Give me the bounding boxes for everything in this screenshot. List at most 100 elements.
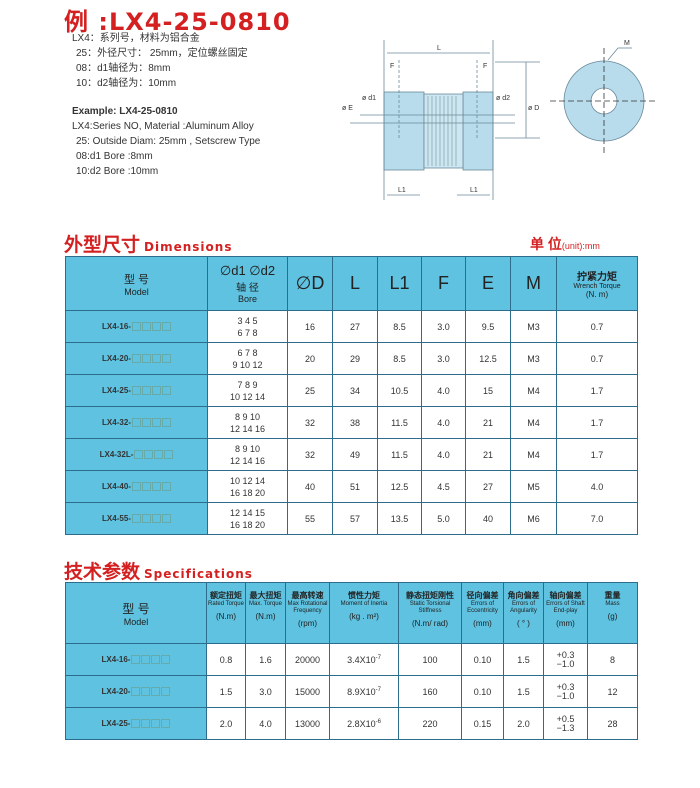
cell-L1: 11.5 bbox=[377, 438, 422, 471]
th-E: E bbox=[465, 256, 511, 311]
table-row: LX4-25- 2.0 4.0 13000 2.8X10-6 220 0.15 2.0 … bbox=[65, 707, 638, 740]
th-D: ∅D bbox=[287, 256, 333, 311]
code-box bbox=[161, 719, 171, 729]
hub-left bbox=[383, 91, 425, 171]
cell-E: 12.5 bbox=[465, 342, 511, 375]
cell-endplay: +0.3 −1.0 bbox=[543, 643, 588, 676]
cell-torque: 0.7 bbox=[556, 310, 638, 343]
code-box bbox=[131, 354, 141, 364]
cell-bore: 8 9 10 12 14 16 bbox=[207, 438, 288, 471]
cell-torque: 1.7 bbox=[556, 406, 638, 439]
cell-rpm: 20000 bbox=[285, 643, 330, 676]
coupling-diagram: L F F ø E ø d1 ø d2 ø D L1 L1 M bbox=[342, 40, 658, 200]
cell-D: 32 bbox=[287, 438, 333, 471]
en-line: 10:d2 Bore :10mm bbox=[76, 166, 159, 177]
example-cn-lines: LX4：系列号，材料为铝合金 25：外径尺寸： 25mm，定位螺丝固定 08：d… bbox=[72, 31, 248, 91]
cell-L: 38 bbox=[332, 406, 378, 439]
cell-ang: 2.0 bbox=[503, 707, 544, 740]
cell-D: 40 bbox=[287, 470, 333, 503]
cell-rated: 0.8 bbox=[206, 643, 246, 676]
cell-E: 9.5 bbox=[465, 310, 511, 343]
cell-rated: 1.5 bbox=[206, 675, 246, 708]
code-box bbox=[161, 322, 171, 332]
example-title: 例 :LX4-25-0810 bbox=[64, 8, 291, 36]
th-spec-5: 静态扭矩刚性 Static Torsional Stiffness (N.m/ ra… bbox=[398, 582, 462, 644]
cell-model: LX4-55- bbox=[65, 502, 208, 535]
code-box bbox=[144, 450, 154, 460]
table-row: LX4-40- 10 12 14 16 18 20 40 51 12.5 4.5 27 M5… bbox=[65, 470, 638, 503]
code-box bbox=[134, 450, 144, 460]
cell-L: 34 bbox=[332, 374, 378, 407]
code-box bbox=[131, 719, 141, 729]
unit-en: (unit):mm bbox=[561, 241, 600, 251]
cell-torque: 1.7 bbox=[556, 374, 638, 407]
cell-endplay: +0.5 −1.3 bbox=[543, 707, 588, 740]
cell-E: 21 bbox=[465, 438, 511, 471]
cell-stiff: 160 bbox=[398, 675, 462, 708]
cell-mass: 12 bbox=[587, 675, 638, 708]
code-box bbox=[151, 687, 161, 697]
th-spec-9: 重量 Mass (g) bbox=[587, 582, 638, 644]
code-box bbox=[161, 418, 171, 428]
dim-header-row: 型 号 Model ∅d1 ∅d2 轴 径 Bore ∅D L L1 F E M 拧紧… bbox=[65, 256, 638, 311]
en-line: 25: Outside Diam: 25mm , Setscrew Type bbox=[76, 136, 261, 147]
cell-model: LX4-40- bbox=[65, 470, 208, 503]
table-row: LX4-25- 7 8 9 10 12 14 25 34 10.5 4.0 15 M4 1.7 bbox=[65, 374, 638, 407]
cell-F: 4.5 bbox=[421, 470, 466, 503]
code-box bbox=[131, 687, 141, 697]
en-line: LX4:Series NO, Material :Aluminum Alloy bbox=[72, 121, 254, 132]
cell-F: 3.0 bbox=[421, 310, 466, 343]
cell-torque: 1.7 bbox=[556, 438, 638, 471]
cell-L: 57 bbox=[332, 502, 378, 535]
dim-title-en: Dimensions bbox=[144, 240, 233, 254]
cell-inertia: 8.9X10-7 bbox=[329, 675, 399, 708]
cell-torque: 4.0 bbox=[556, 470, 638, 503]
cell-model: LX4-32L- bbox=[65, 438, 208, 471]
cell-M: M3 bbox=[510, 310, 557, 343]
cell-max: 3.0 bbox=[245, 675, 286, 708]
cell-D: 32 bbox=[287, 406, 333, 439]
th-spec-1: 额定扭矩 Rated Torque (N.m) bbox=[206, 582, 246, 644]
code-box bbox=[141, 514, 151, 524]
label-F: F bbox=[390, 63, 394, 70]
spec-header-row: 型 号 Model 额定扭矩 Rated Torque (N.m) 最大扭矩 Max. To… bbox=[65, 582, 638, 644]
cell-stiff: 220 bbox=[398, 707, 462, 740]
cell-model: LX4-16- bbox=[65, 643, 207, 676]
cell-F: 5.0 bbox=[421, 502, 466, 535]
cn-line: LX4：系列号，材料为铝合金 bbox=[72, 33, 200, 44]
dim-title-cn: 外型尺寸 bbox=[64, 234, 141, 256]
th-spec-8: 轴向偏差 Errors of Shaft End-play (mm) bbox=[543, 582, 588, 644]
th-bore: ∅d1 ∅d2 轴 径 Bore bbox=[207, 256, 288, 311]
code-box bbox=[161, 354, 171, 364]
cell-L1: 8.5 bbox=[377, 342, 422, 375]
cell-L1: 10.5 bbox=[377, 374, 422, 407]
cell-model: LX4-32- bbox=[65, 406, 208, 439]
code-box bbox=[141, 655, 151, 665]
th-spec-3: 最高转速 Max Rotational Frequency (rpm) bbox=[285, 582, 330, 644]
cell-D: 25 bbox=[287, 374, 333, 407]
cell-model: LX4-25- bbox=[65, 707, 207, 740]
specs-heading: 技术参数 Specifications bbox=[64, 557, 253, 584]
table-row: LX4-32- 8 9 10 12 14 16 32 38 11.5 4.0 21 M4 1.… bbox=[65, 406, 638, 439]
spec-title-en: Specifications bbox=[144, 567, 253, 581]
table-row: LX4-20- 1.5 3.0 15000 8.9X10-7 160 0.10 1.5 … bbox=[65, 675, 638, 708]
cell-D: 16 bbox=[287, 310, 333, 343]
cell-L: 51 bbox=[332, 470, 378, 503]
cell-model: LX4-25- bbox=[65, 374, 208, 407]
table-row: LX4-55- 12 14 15 16 18 20 55 57 13.5 5.0 40 M6… bbox=[65, 502, 638, 535]
cell-rated: 2.0 bbox=[206, 707, 246, 740]
cell-mass: 28 bbox=[587, 707, 638, 740]
th-L1: L1 bbox=[377, 256, 422, 311]
code-box bbox=[151, 514, 161, 524]
th-spec-4: 惯性力矩 Moment of Inertia (kg . m²) bbox=[329, 582, 399, 644]
label-F2: F bbox=[483, 63, 487, 70]
th-spec-6: 径向偏差 Errors of Eccentricity (mm) bbox=[461, 582, 504, 644]
cell-model: LX4-20- bbox=[65, 675, 207, 708]
cell-mass: 8 bbox=[587, 643, 638, 676]
code-box bbox=[151, 354, 161, 364]
cell-L: 49 bbox=[332, 438, 378, 471]
dimensions-heading: 外型尺寸 Dimensions bbox=[64, 230, 232, 257]
label-D: ø D bbox=[528, 105, 539, 112]
